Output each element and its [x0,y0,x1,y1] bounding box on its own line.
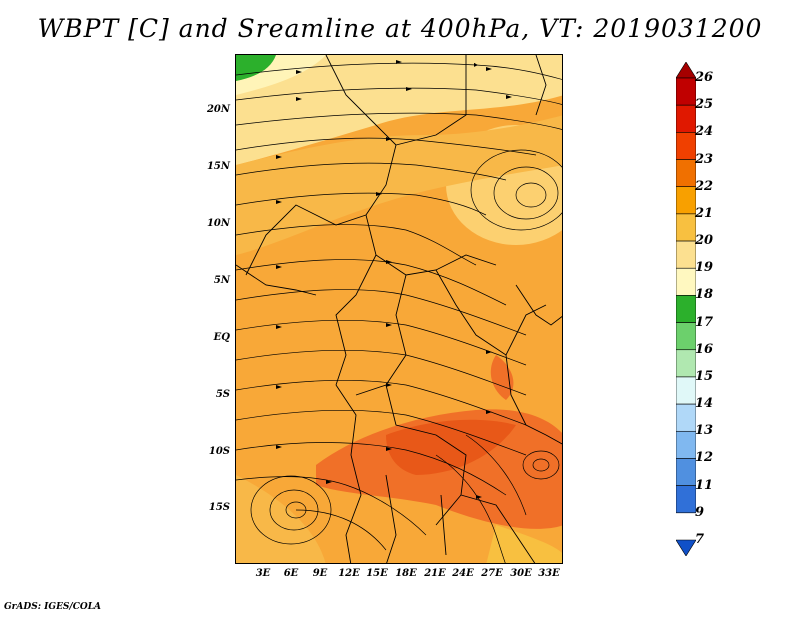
colorbar-segment [676,295,696,323]
wbpt-field [236,55,562,563]
lon-tick-18e: 18E [395,568,417,579]
map-panel [235,54,563,564]
lon-tick-33e: 33E [538,568,560,579]
colorbar-segment [676,240,696,269]
stream-arrows [276,60,512,499]
colorbar-label: 24 [695,124,714,140]
colorbar [676,62,696,556]
colorbar-label: 21 [695,205,714,221]
colorbar-label: 19 [695,260,714,276]
lon-tick-6e: 6E [283,568,299,579]
colorbar-label: 16 [695,341,714,357]
colorbar-segment [676,322,696,351]
lat-tick-5s: 5S [215,389,230,400]
lon-tick-27e: 27E [481,568,503,579]
colorbar-segment [676,104,696,133]
colorbar-segment [676,376,696,405]
colorbar-label: 18 [695,287,714,303]
lon-tick-9e: 9E [312,568,328,579]
colorbar-segment [676,430,696,459]
colorbar-segment [676,159,696,188]
colorbar-label: 14 [695,396,714,412]
colorbar-label: 23 [695,151,714,167]
colorbar-segment [676,77,696,106]
lat-tick-10s: 10S [208,446,230,457]
colorbar-label: 12 [695,450,714,466]
colorbar-label: 13 [695,423,714,439]
lat-tick-15n: 15N [206,161,230,172]
lat-tick-eq: EQ [213,332,230,343]
colorbar-segment [676,485,696,514]
colorbar-segment [676,458,696,486]
colorbar-segment [676,539,696,556]
lat-tick-15s: 15S [208,502,230,513]
colorbar-segment [676,132,696,160]
lon-tick-24e: 24E [452,568,474,579]
colorbar-label: 26 [695,70,714,85]
colorbar-label: 20 [695,233,714,249]
colorbar-segment [676,213,696,242]
colorbar-segment [676,62,696,79]
map-title: WBPT [C] and Sreamline at 400hPa, VT: 20… [37,14,763,43]
colorbar-label: 9 [695,504,705,520]
colorbar-label: 15 [695,368,714,384]
colorbar-segment [676,349,696,378]
lon-tick-12e: 12E [338,568,360,579]
colorbar-label: 11 [695,477,714,493]
streamlines [236,62,562,563]
colorbar-segment [676,186,696,215]
lat-tick-20n: 20N [206,104,230,115]
footer-credit: GrADS: IGES/COLA [4,602,102,612]
lat-tick-5n: 5N [213,275,230,286]
lat-tick-10n: 10N [206,218,230,229]
colorbar-segment [676,403,696,432]
colorbar-label: 25 [695,97,714,113]
lon-tick-3e: 3E [255,568,271,579]
lon-tick-21e: 21E [424,568,446,579]
colorbar-label: 17 [695,314,714,330]
colorbar-segment [676,267,696,296]
green-patch [236,55,276,81]
lon-tick-15e: 15E [366,568,388,579]
colorbar-label: 7 [695,532,705,547]
lon-tick-30e: 30E [510,568,532,579]
colorbar-label: 22 [695,178,714,194]
